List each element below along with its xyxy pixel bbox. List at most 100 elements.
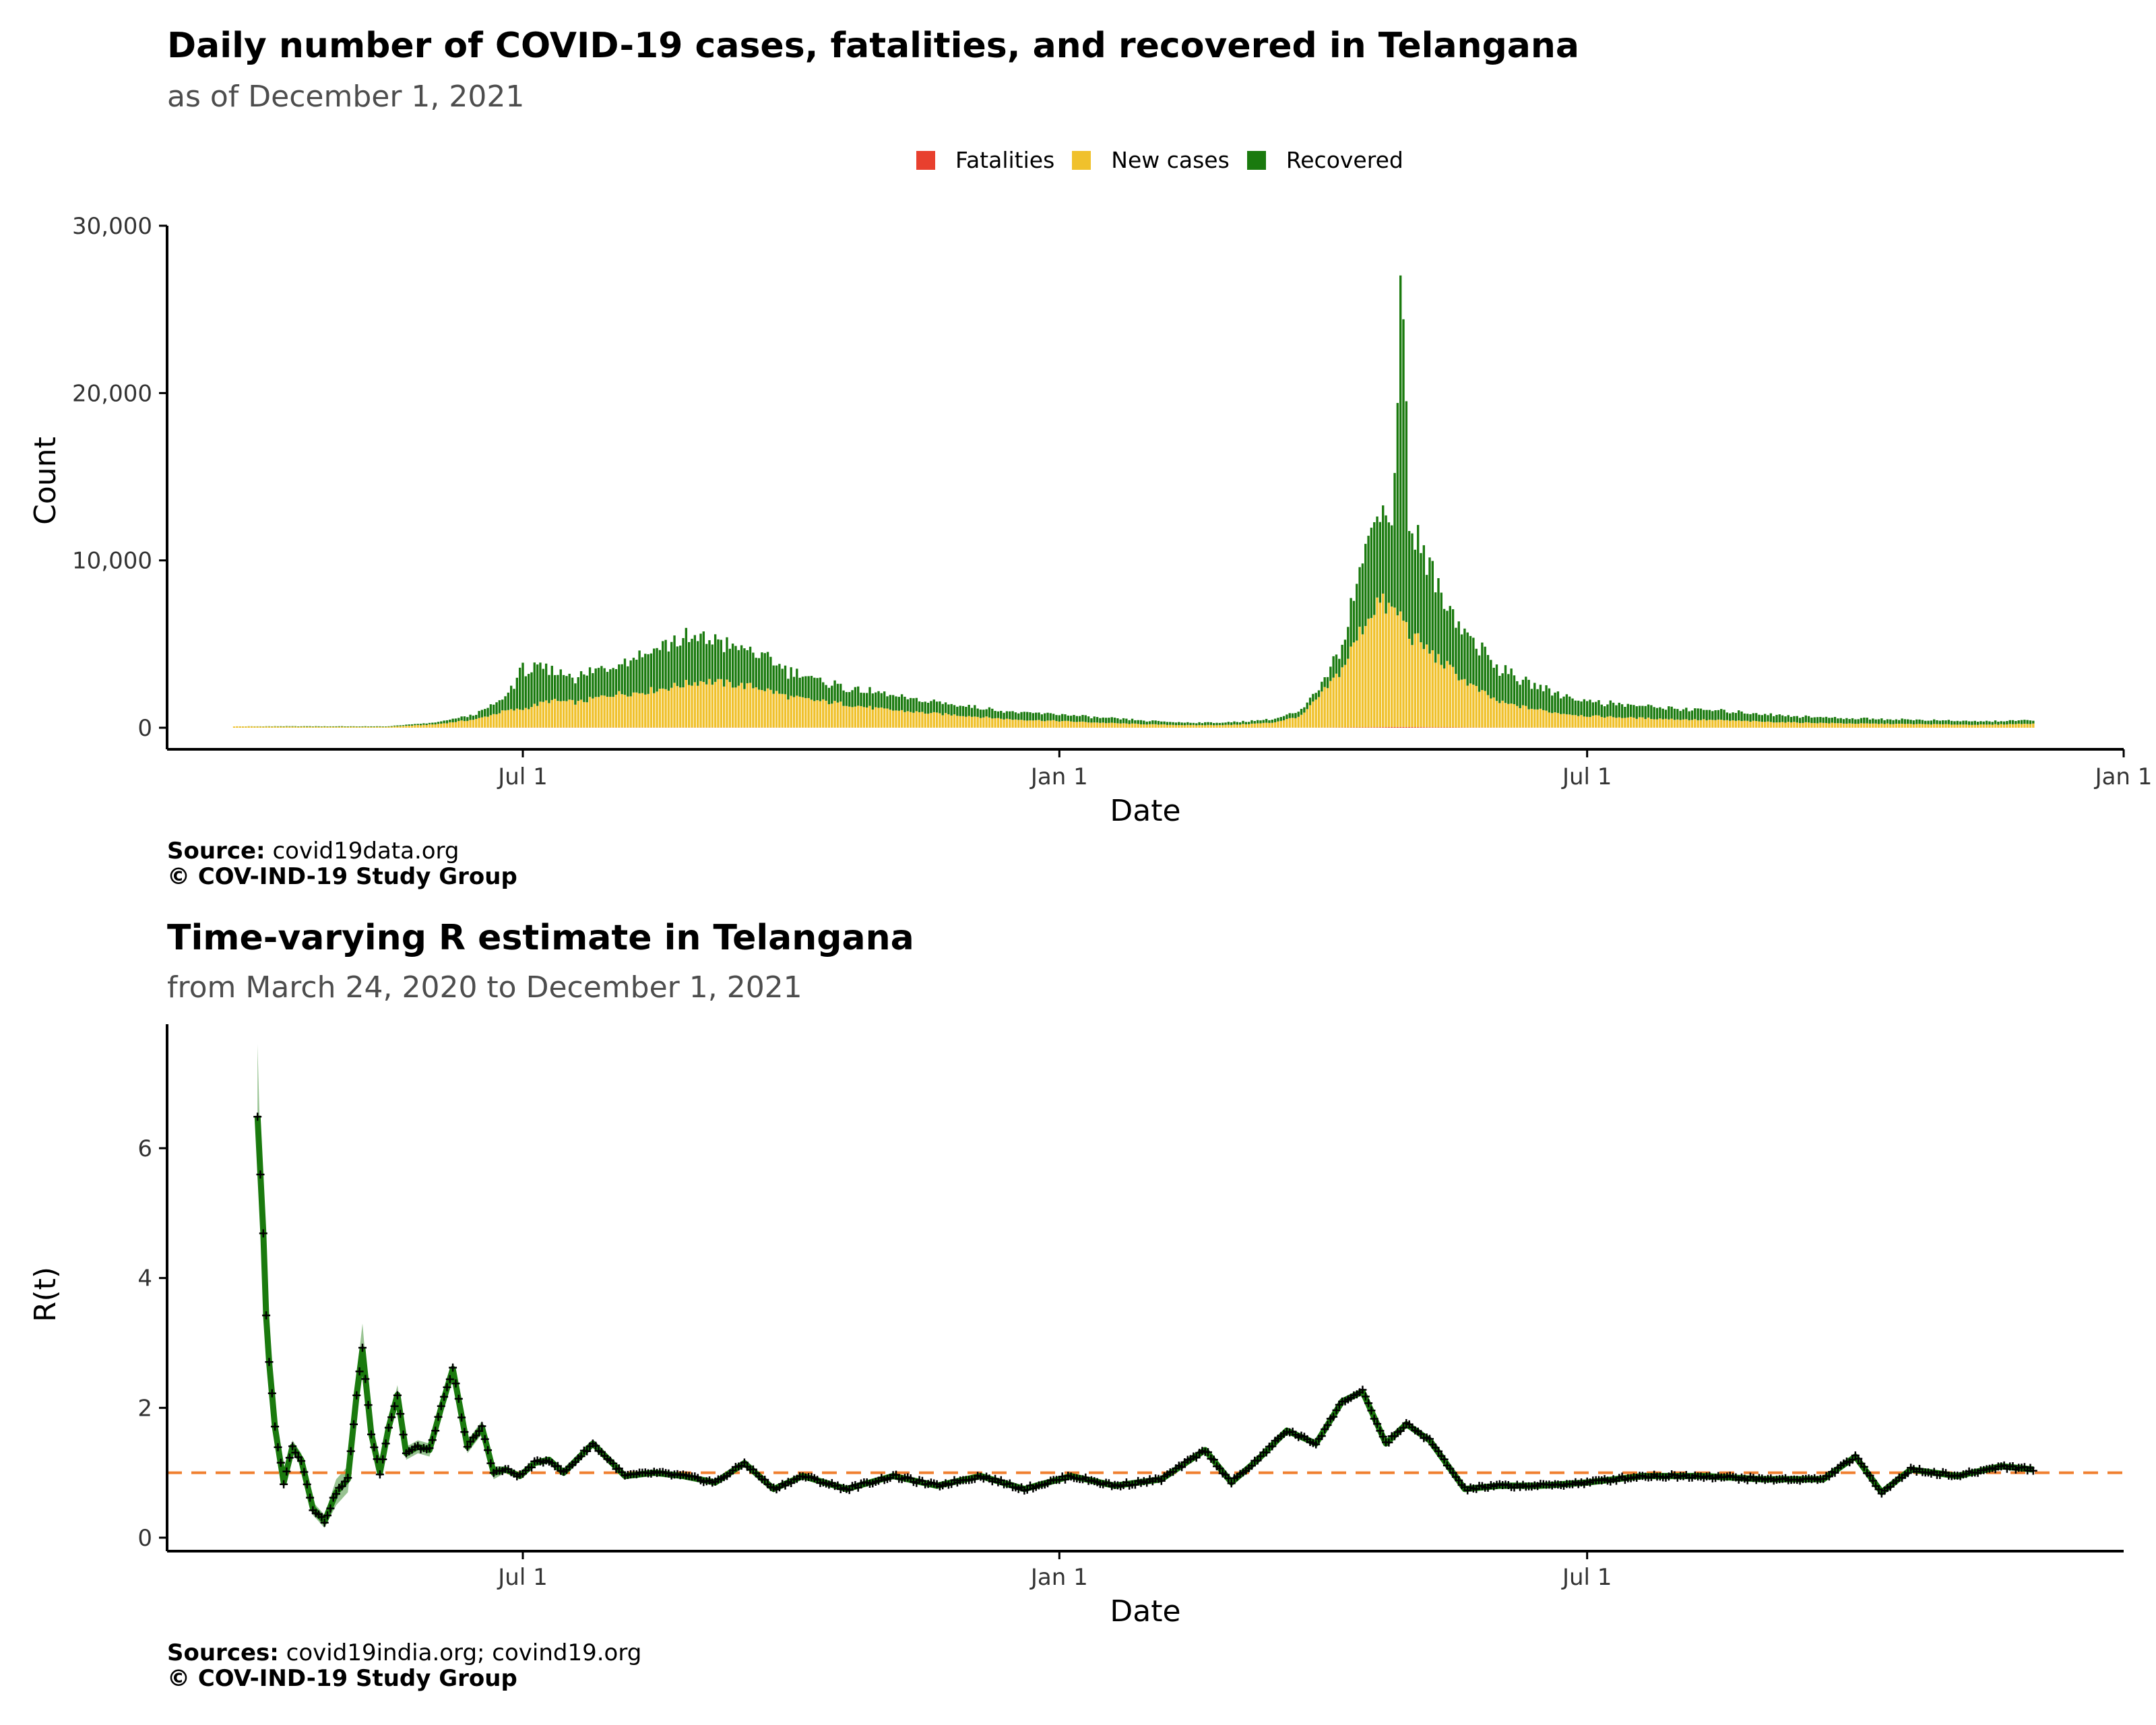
rt-point — [259, 1229, 267, 1238]
bar-new-cases — [1414, 633, 1417, 728]
bar-recovered — [1407, 531, 1411, 639]
bar-recovered — [1612, 702, 1615, 718]
bar-recovered — [1425, 575, 1428, 645]
bar-recovered — [1804, 715, 1807, 722]
bar-new-cases — [1734, 720, 1738, 728]
bar-new-cases — [486, 716, 489, 728]
bar-recovered — [1373, 522, 1376, 615]
rt-point — [1446, 1464, 1455, 1473]
bar-new-cases — [1720, 720, 1723, 728]
bar-new-cases — [649, 687, 653, 728]
bar-recovered — [1962, 720, 1965, 725]
bar-new-cases — [746, 683, 749, 728]
bar-new-cases — [1017, 720, 1020, 728]
x-tick-label: Jul 1 — [497, 1564, 547, 1591]
bar-new-cases — [1863, 723, 1866, 728]
bar-recovered — [807, 676, 810, 698]
bar-new-cases — [475, 718, 478, 728]
bar-new-cases — [1370, 618, 1373, 728]
bar-recovered — [749, 646, 752, 683]
bar-new-cases — [548, 703, 550, 728]
bar-recovered — [1222, 722, 1224, 726]
bar-recovered — [443, 720, 445, 724]
bar-recovered — [1661, 708, 1664, 720]
bar-recovered — [787, 679, 790, 700]
bar-recovered — [402, 725, 405, 726]
bar-recovered — [612, 668, 614, 697]
bar-new-cases — [606, 697, 609, 728]
bar-recovered — [1227, 722, 1230, 725]
bar-recovered — [1965, 720, 1967, 725]
bar-recovered — [1011, 711, 1014, 720]
bar-new-cases — [2002, 724, 2006, 728]
bar-recovered — [562, 675, 565, 701]
bar-recovered — [1705, 710, 1708, 721]
bar-new-cases — [513, 710, 515, 728]
rt-point — [361, 1375, 370, 1383]
bar-recovered — [346, 726, 350, 727]
bar-new-cases — [1626, 717, 1629, 728]
bar-recovered — [1382, 505, 1385, 594]
bar-new-cases — [921, 712, 924, 728]
bar-recovered — [1673, 708, 1676, 720]
bar-recovered — [1230, 722, 1233, 725]
bar-new-cases — [449, 722, 451, 728]
bar-recovered — [428, 722, 431, 724]
bar-new-cases — [868, 705, 871, 728]
bar-recovered — [1399, 275, 1402, 612]
bar-new-cases — [845, 705, 848, 728]
bar-recovered — [836, 683, 839, 703]
bar-recovered — [1527, 679, 1530, 710]
bar-new-cases — [833, 701, 836, 728]
bar-new-cases — [1466, 685, 1469, 728]
bar-recovered — [1300, 708, 1303, 715]
rt-point — [1868, 1476, 1877, 1485]
bar-recovered — [309, 726, 311, 727]
bar-new-cases — [1277, 721, 1279, 728]
bar-recovered — [900, 694, 903, 710]
bar-new-cases — [889, 710, 891, 728]
bar-recovered — [1294, 713, 1297, 718]
bar-new-cases — [1329, 681, 1332, 728]
rt-point — [1825, 1472, 1833, 1481]
bar-new-cases — [594, 697, 597, 728]
bar-new-cases — [267, 726, 271, 728]
bar-recovered — [437, 722, 440, 724]
bar-recovered — [1833, 716, 1837, 724]
bar-recovered — [1195, 723, 1198, 726]
bar-recovered — [996, 711, 1000, 718]
bar-new-cases — [755, 687, 757, 728]
bar-recovered — [1238, 722, 1242, 725]
bar-new-cases — [825, 700, 827, 728]
bar-new-cases — [495, 714, 498, 728]
bar-recovered — [1860, 718, 1863, 724]
bar-recovered — [1038, 712, 1040, 720]
bar-recovered — [1183, 722, 1186, 726]
bar-recovered — [405, 724, 408, 726]
bar-new-cases — [1965, 724, 1967, 728]
bar-new-cases — [1227, 724, 1230, 728]
bar-recovered — [1554, 692, 1556, 713]
bar-new-cases — [1802, 722, 1804, 728]
bar-recovered — [1556, 691, 1560, 714]
bar-recovered — [1434, 592, 1437, 663]
bar-recovered — [1819, 716, 1822, 723]
bar-recovered — [903, 697, 906, 712]
bar-new-cases — [297, 726, 300, 728]
bar-recovered — [1347, 627, 1350, 659]
bar-new-cases — [1090, 722, 1093, 728]
bar-new-cases — [1391, 606, 1393, 728]
bar-new-cases — [801, 697, 804, 728]
bar-new-cases — [895, 710, 897, 728]
bar-recovered — [757, 658, 761, 690]
bar-recovered — [1892, 720, 1895, 724]
bar-recovered — [1475, 648, 1478, 686]
bar-recovered — [906, 699, 909, 712]
bar-recovered — [1775, 714, 1778, 723]
bar-new-cases — [1209, 724, 1213, 728]
bar-new-cases — [1679, 720, 1682, 728]
bar-new-cases — [1585, 716, 1589, 728]
bar-new-cases — [1705, 720, 1708, 728]
bar-recovered — [2006, 721, 2008, 725]
bar-new-cases — [294, 726, 297, 728]
